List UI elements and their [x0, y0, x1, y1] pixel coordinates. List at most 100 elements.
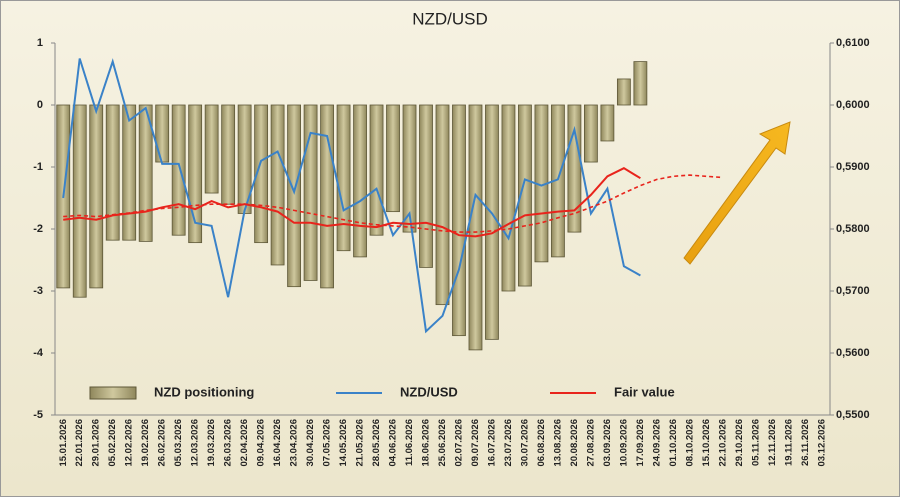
- bar: [435, 104, 450, 306]
- bar: [419, 104, 433, 268]
- x-tick-label: 26.03.2026: [223, 419, 234, 467]
- x-tick-label: 06.08.2026: [536, 419, 547, 467]
- x-tick-label: 12.02.2026: [124, 419, 135, 467]
- x-tick-label: 16.04.2026: [272, 419, 283, 467]
- bar: [138, 104, 153, 242]
- x-tick-label: 22.01.2026: [74, 419, 85, 467]
- y2-tick-label: 0,5600: [836, 347, 870, 359]
- x-tick-label: 29.01.2026: [91, 419, 102, 467]
- bar: [386, 104, 400, 213]
- bar: [452, 104, 466, 337]
- y-tick-label: -3: [33, 285, 43, 297]
- bar: [72, 104, 87, 298]
- bar: [105, 104, 120, 241]
- fair-value-forecast-line: [63, 174, 723, 233]
- legend-label: Fair value: [614, 384, 675, 399]
- x-tick-label: 18.06.2026: [421, 419, 432, 467]
- bar: [303, 104, 318, 281]
- y-tick-label: 1: [37, 37, 43, 49]
- x-tick-label: 12.03.2026: [190, 419, 201, 467]
- x-tick-label: 30.04.2026: [305, 419, 316, 467]
- x-tick-label: 23.07.2026: [503, 419, 514, 467]
- chart-title: NZD/USD: [412, 9, 488, 28]
- x-tick-label: 09.07.2026: [470, 419, 481, 467]
- bar: [501, 104, 516, 292]
- y2-tick-label: 0,5900: [836, 161, 870, 173]
- y-tick-label: -5: [33, 409, 43, 421]
- legend-label: NZD positioning: [154, 384, 254, 399]
- x-tick-label: 17.09.2026: [635, 419, 646, 467]
- y2-tick-label: 0,6000: [836, 99, 870, 111]
- bar: [353, 104, 367, 258]
- x-tick-label: 30.07.2026: [519, 419, 530, 467]
- x-tick-label: 23.04.2026: [289, 419, 300, 467]
- line: [62, 58, 641, 334]
- y-tick-label: 0: [37, 99, 43, 111]
- x-tick-label: 14.05.2026: [338, 419, 349, 467]
- x-tick-label: 15.01.2026: [58, 419, 69, 467]
- x-tick-label: 26.02.2026: [157, 419, 168, 467]
- bar: [122, 104, 137, 241]
- line: [63, 167, 641, 238]
- bar: [270, 104, 285, 266]
- bar: [633, 61, 648, 106]
- x-tick-label: 13.08.2026: [552, 419, 563, 467]
- bar: [320, 104, 334, 289]
- bar: [155, 104, 170, 163]
- x-tick-label: 19.11.2026: [783, 419, 794, 466]
- bar: [221, 104, 236, 205]
- y-tick-label: -4: [33, 347, 44, 359]
- x-tick-label: 05.02.2026: [107, 419, 118, 467]
- bar: [468, 104, 483, 351]
- bar: [485, 104, 499, 340]
- y2-tick-label: 0,5700: [836, 285, 870, 297]
- y2-tick-label: 0,6100: [836, 37, 870, 49]
- x-tick-label: 02.04.2026: [239, 419, 250, 467]
- bar: [171, 104, 186, 236]
- y2-tick-label: 0,5500: [836, 409, 870, 421]
- bar: [567, 104, 582, 233]
- y-tick-label: -1: [33, 161, 43, 173]
- x-tick-label: 25.06.2026: [437, 419, 448, 467]
- bar: [336, 104, 351, 252]
- bar: [600, 104, 615, 142]
- y2-tick-label: 0,5800: [836, 223, 870, 235]
- x-tick-label: 19.02.2026: [140, 419, 151, 467]
- legend-swatch: [89, 386, 137, 400]
- bar: [584, 104, 598, 163]
- x-tick-label: 27.08.2026: [585, 419, 596, 467]
- x-tick-label: 15.10.2026: [701, 419, 712, 467]
- bar: [369, 104, 384, 236]
- x-tick-label: 24.09.2026: [651, 419, 662, 467]
- x-tick-label: 03.12.2026: [816, 419, 827, 467]
- x-tick-label: 19.03.2026: [206, 419, 217, 467]
- bar: [204, 104, 219, 194]
- x-tick-label: 02.07.2026: [454, 419, 465, 467]
- bar: [616, 78, 631, 106]
- x-tick-label: 11.06.2026: [404, 419, 415, 466]
- bar: [518, 104, 532, 287]
- x-tick-label: 03.09.2026: [602, 419, 613, 467]
- x-tick-label: 22.10.2026: [717, 419, 728, 467]
- x-tick-label: 09.04.2026: [256, 419, 267, 467]
- x-tick-label: 04.06.2026: [388, 419, 399, 467]
- bar: [89, 104, 104, 289]
- x-tick-label: 20.08.2026: [569, 419, 580, 467]
- bar: [287, 104, 301, 288]
- x-tick-label: 05.03.2026: [173, 419, 184, 467]
- x-tick-label: 05.11.2026: [750, 419, 761, 466]
- x-tick-label: 29.10.2026: [734, 419, 745, 467]
- x-tick-label: 28.05.2026: [371, 419, 382, 467]
- y-tick-label: -2: [33, 223, 43, 235]
- x-tick-label: 26.11.2026: [800, 419, 811, 466]
- legend-label: NZD/USD: [400, 384, 458, 399]
- bar: [402, 104, 417, 233]
- x-tick-label: 07.05.2026: [322, 419, 333, 467]
- x-tick-label: 01.10.2026: [668, 419, 679, 467]
- x-tick-label: 12.11.2026: [767, 419, 778, 466]
- arrow: [683, 121, 791, 265]
- x-tick-label: 08.10.2026: [684, 419, 695, 467]
